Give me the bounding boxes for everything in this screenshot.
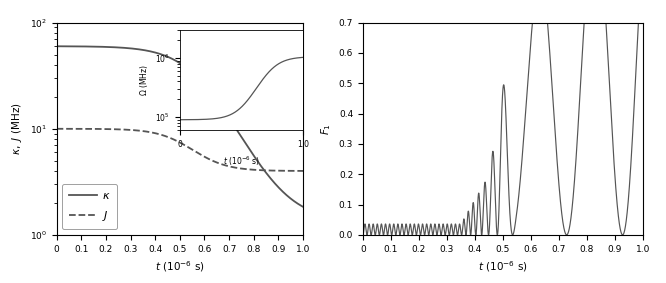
$J$ (158, 133, 166, 137)
$J$ (156, 133, 164, 136)
Line: $\kappa$: $\kappa$ (57, 46, 303, 207)
$\kappa$ (158, 53, 166, 56)
$J$ (170, 138, 178, 141)
X-axis label: $t\ (10^{-6}\ \mathrm{s})$: $t\ (10^{-6}\ \mathrm{s})$ (155, 259, 204, 274)
$\kappa$ (292, 200, 300, 204)
$J$ (232, 166, 240, 169)
$\kappa$ (232, 127, 240, 130)
X-axis label: $t\ (10^{-6}\ \mathrm{s})$: $t\ (10^{-6}\ \mathrm{s})$ (478, 259, 527, 274)
Line: $J$: $J$ (57, 129, 303, 171)
$\kappa$ (53, 44, 61, 48)
Y-axis label: $\kappa,\ J\ \mathrm{(MHz)}$: $\kappa,\ J\ \mathrm{(MHz)}$ (10, 102, 24, 155)
$J$ (279, 169, 287, 172)
$\kappa$ (299, 205, 307, 209)
Y-axis label: $\Omega\ \mathrm{(MHz)}$: $\Omega\ \mathrm{(MHz)}$ (138, 64, 150, 96)
X-axis label: $t\ (10^{-6}\ \mathrm{s})$: $t\ (10^{-6}\ \mathrm{s})$ (223, 155, 260, 168)
Y-axis label: $F_1$: $F_1$ (320, 123, 333, 135)
$\kappa$ (156, 52, 164, 56)
$\kappa$ (279, 190, 287, 194)
$J$ (292, 169, 300, 173)
$\kappa$ (170, 58, 178, 61)
$J$ (53, 127, 61, 130)
$J$ (299, 169, 307, 173)
Legend: $\kappa$, $J$: $\kappa$, $J$ (62, 184, 117, 229)
